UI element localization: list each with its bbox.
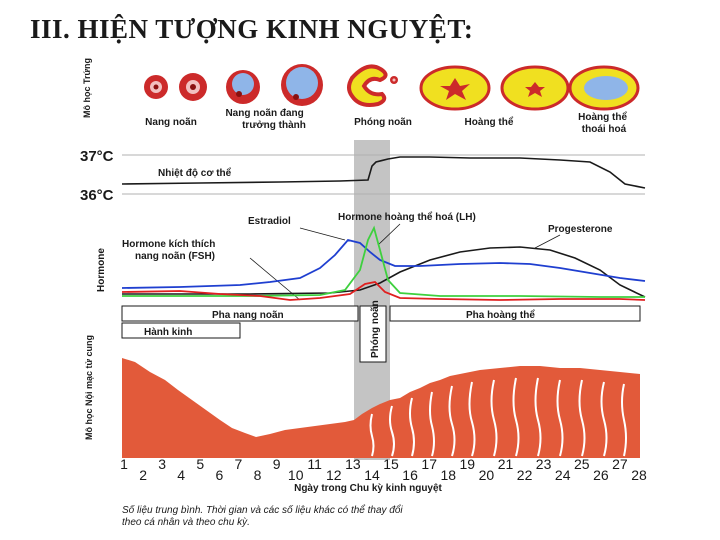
day-number-20: 20 <box>479 467 495 483</box>
follicular-phase-label: Pha nang noãn <box>212 310 284 321</box>
menstruation-bar <box>121 322 241 339</box>
progesterone-label: Progesterone <box>548 224 613 235</box>
day-number-3: 3 <box>158 456 166 472</box>
day-number-19: 19 <box>460 456 476 472</box>
ovulation-vertical-box <box>359 305 387 363</box>
corpus-luteum-icon <box>419 65 491 111</box>
luteal-phase-label: Pha hoàng thể <box>466 309 535 321</box>
follicle-stage-4-icon <box>281 64 323 106</box>
hormone-side-label: Hormone <box>96 248 107 292</box>
stage-label-maturing-follicle: Nang noãn đang trưởng thành <box>225 108 306 131</box>
fsh-label-line1: Hormone kích thích <box>122 239 215 250</box>
day-number-18: 18 <box>441 467 457 483</box>
lh-curve <box>122 225 645 298</box>
day-number-26: 26 <box>593 467 609 483</box>
temp-tick-36: 36°C <box>80 187 114 204</box>
day-axis-label: Ngày trong Chu kỳ kinh nguyệt <box>294 483 442 494</box>
day-number-23: 23 <box>536 456 552 472</box>
stage-label-maturing-line2: trưởng thành <box>242 120 306 131</box>
day-number-4: 4 <box>177 467 185 483</box>
stage-label-degenerating-line2: thoái hoá <box>582 124 627 135</box>
follicle-stage-1-icon <box>144 75 168 99</box>
fsh-curve <box>121 238 646 289</box>
ovary-stage-illustrations <box>144 64 640 111</box>
stage-label-follicle: Nang noãn <box>145 117 197 128</box>
endometrial-gland-lines <box>369 377 627 457</box>
day-number-14: 14 <box>364 467 380 483</box>
stage-label-ovulation: Phóng noãn <box>354 117 412 128</box>
day-number-27: 27 <box>612 456 628 472</box>
lh-pointer <box>377 223 401 246</box>
estradiol-curve <box>121 281 646 301</box>
ovary-side-label: Mô học Trứng <box>82 58 92 118</box>
day-number-10: 10 <box>288 467 304 483</box>
day-number-5: 5 <box>196 456 204 472</box>
day-axis-numbers: 1234567891011121314151617181920212223242… <box>120 456 647 483</box>
day-number-12: 12 <box>326 467 342 483</box>
follicle-stage-3-icon <box>226 70 260 104</box>
temp-curve-label: Nhiệt độ cơ thể <box>158 167 232 179</box>
footnote-line1: Số liệu trung bình. Thời gian và các số … <box>122 504 403 516</box>
endometrium-layer <box>122 358 640 458</box>
follicle-stage-2-icon <box>179 73 207 101</box>
ovulation-follicle-icon <box>347 64 398 107</box>
day-number-17: 17 <box>421 456 437 472</box>
day-number-13: 13 <box>345 456 361 472</box>
day-number-22: 22 <box>517 467 533 483</box>
day-number-16: 16 <box>402 467 418 483</box>
day-number-28: 28 <box>631 467 647 483</box>
day-number-1: 1 <box>120 456 128 472</box>
lh-label: Hormone hoàng thể hoá (LH) <box>338 211 476 223</box>
follicular-phase-bar <box>121 305 359 322</box>
day-number-11: 11 <box>307 456 322 472</box>
day-number-24: 24 <box>555 467 571 483</box>
day-number-25: 25 <box>574 456 590 472</box>
temp-tick-37: 37°C <box>80 148 114 165</box>
endometrium-side-label: Mô học Nội mạc tử cung <box>84 335 94 440</box>
menstruation-label: Hành kinh <box>144 327 192 338</box>
estradiol-label: Estradiol <box>248 216 291 227</box>
day-number-7: 7 <box>235 456 243 472</box>
fsh-label: Hormone kích thích nang noãn (FSH) <box>122 239 218 262</box>
corpus-albicans-icon <box>568 65 640 111</box>
day-number-21: 21 <box>498 456 514 472</box>
endometrium-menstrual-shedding <box>122 358 354 458</box>
progesterone-curve <box>122 246 646 298</box>
stage-label-degenerating: Hoàng thể thoái hoá <box>578 111 630 135</box>
day-number-2: 2 <box>139 467 147 483</box>
luteal-phase-bar <box>389 305 641 322</box>
day-number-9: 9 <box>273 456 281 472</box>
day-number-6: 6 <box>216 467 224 483</box>
footnote-line2: theo cá nhân và theo chu kỳ. <box>122 517 250 528</box>
stage-label-degenerating-line1: Hoàng thể <box>578 111 627 123</box>
body-temperature-curve <box>121 156 646 189</box>
day-number-8: 8 <box>254 467 262 483</box>
progesterone-pointer <box>534 234 561 249</box>
estradiol-pointer <box>299 227 346 241</box>
stage-label-corpus-luteum: Hoàng thể <box>465 116 514 128</box>
slide-title: III. HIỆN TƯỢNG KINH NGUYỆT: <box>30 14 474 44</box>
stage-label-maturing-line1: Nang noãn đang <box>225 108 303 119</box>
corpus-luteum-mature-icon <box>500 65 570 111</box>
fsh-label-line2: nang noãn (FSH) <box>135 251 215 262</box>
endometrium-proliferative <box>354 366 640 458</box>
day-number-15: 15 <box>383 456 399 472</box>
ovulation-vertical-label: Phóng noãn <box>370 300 381 358</box>
